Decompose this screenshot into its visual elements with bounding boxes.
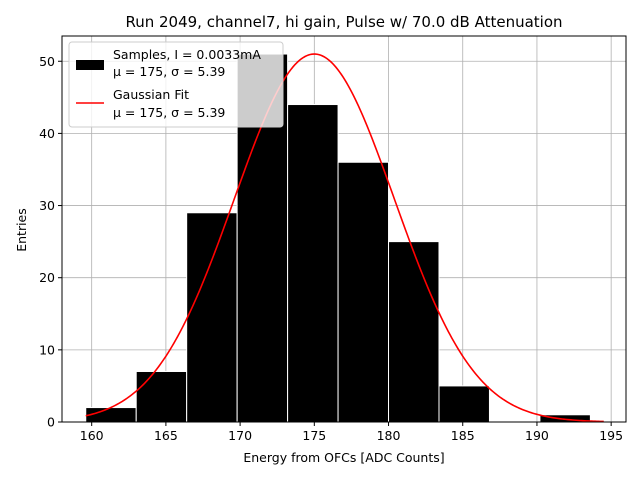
y-tick-label-5: 50 <box>39 54 55 69</box>
y-axis-label: Entries <box>14 208 29 252</box>
histogram-bar <box>438 385 490 423</box>
x-tick-label-0: 160 <box>80 428 104 443</box>
legend: Samples, I = 0.0033mA μ = 175, σ = 5.39 … <box>68 41 284 128</box>
x-tick-label-1: 165 <box>154 428 178 443</box>
gaussian-fit-line <box>85 53 604 423</box>
chart-title: Run 2049, channel7, hi gain, Pulse w/ 70… <box>125 13 562 31</box>
legend-swatch-samples <box>76 60 104 70</box>
y-tick-label-4: 40 <box>39 126 55 141</box>
x-axis-ticks: 160 165 170 175 180 185 190 195 <box>80 422 623 443</box>
legend-stats-fit: μ = 175, σ = 5.39 <box>113 105 225 120</box>
plot-frame <box>61 35 627 423</box>
y-tick-label-1: 10 <box>39 342 55 357</box>
y-tick-label-2: 20 <box>39 270 55 285</box>
x-tick-label-2: 170 <box>228 428 252 443</box>
legend-label-samples: Samples, I = 0.0033mA <box>113 47 261 62</box>
x-tick-label-4: 180 <box>377 428 401 443</box>
histogram-bar <box>135 370 188 423</box>
legend-stats-samples: μ = 175, σ = 5.39 <box>113 64 225 79</box>
histogram-bar <box>186 212 238 423</box>
x-axis-label: Energy from OFCs [ADC Counts] <box>243 450 444 465</box>
histogram-bar <box>287 104 339 423</box>
x-tick-label-6: 190 <box>525 428 549 443</box>
y-tick-label-0: 0 <box>47 415 55 430</box>
histogram-bars <box>85 53 591 423</box>
y-tick-label-3: 30 <box>39 198 55 213</box>
histogram-bar <box>388 241 440 423</box>
x-tick-label-5: 185 <box>451 428 475 443</box>
y-axis-ticks: 0 10 20 30 40 50 <box>39 54 62 430</box>
legend-label-fit: Gaussian Fit <box>113 87 189 102</box>
histogram-bar <box>85 407 137 423</box>
x-tick-label-3: 175 <box>302 428 326 443</box>
legend-box <box>68 41 284 128</box>
x-tick-label-7: 195 <box>599 428 623 443</box>
histogram-bar <box>337 161 390 423</box>
